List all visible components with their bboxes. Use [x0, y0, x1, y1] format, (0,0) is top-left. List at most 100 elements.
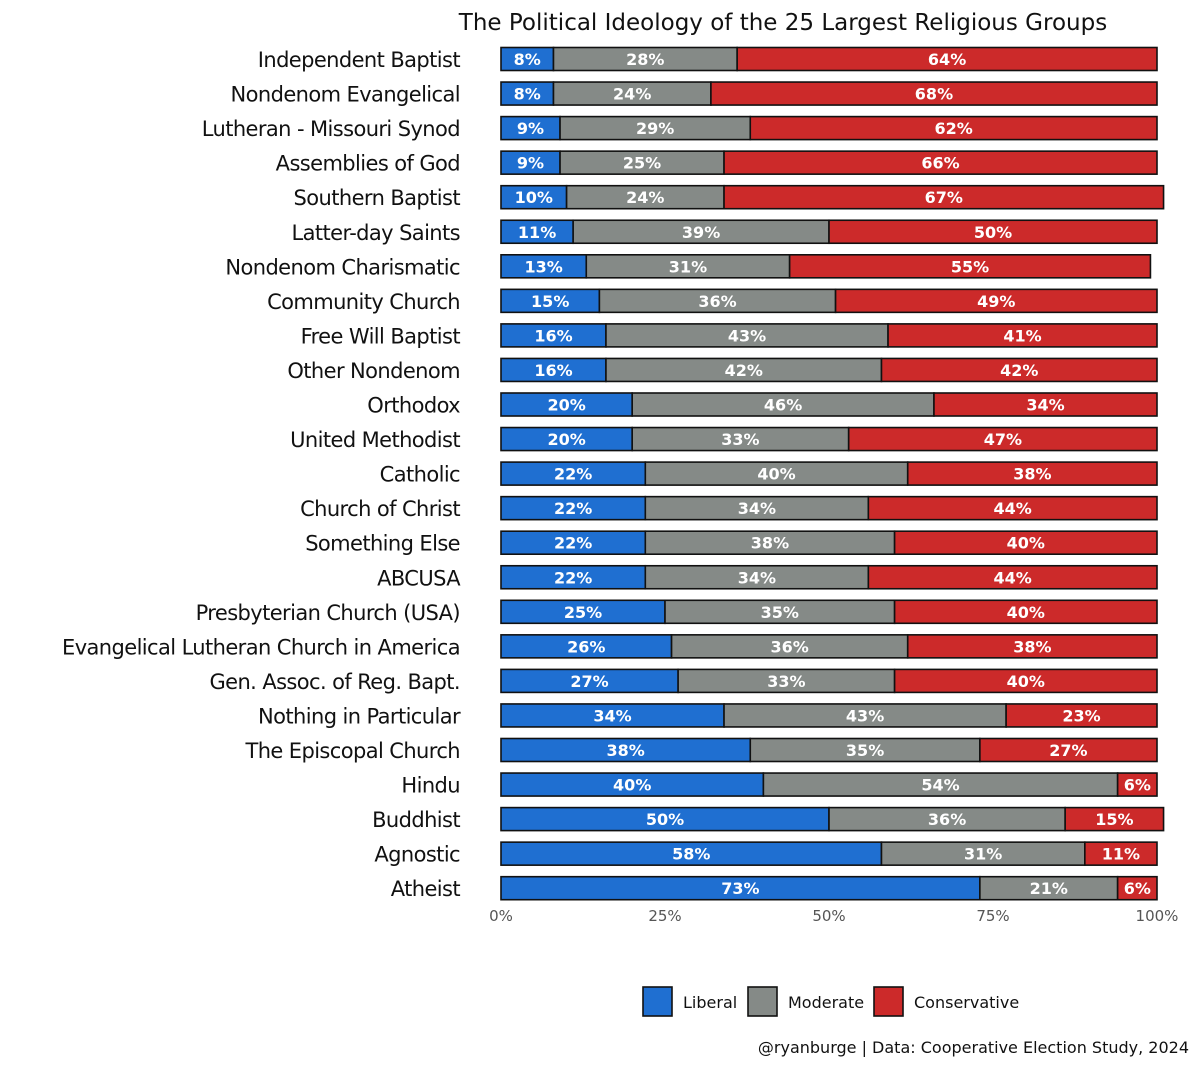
data-label-moderate: 34%: [738, 568, 776, 587]
data-label-conservative: 23%: [1062, 706, 1100, 725]
category-label: Orthodox: [367, 394, 460, 418]
source-caption: @ryanburge | Data: Cooperative Election …: [758, 1038, 1189, 1057]
data-label-conservative: 40%: [1007, 603, 1045, 622]
data-label-moderate: 25%: [623, 154, 661, 173]
bar-segment-conservative: [880, 357, 1158, 383]
data-label-moderate: 36%: [770, 637, 808, 656]
legend-swatch-moderate: [747, 986, 778, 1017]
data-label-liberal: 20%: [547, 396, 585, 415]
data-label-moderate: 40%: [757, 465, 795, 484]
data-label-moderate: 21%: [1030, 879, 1068, 898]
data-label-moderate: 43%: [846, 706, 884, 725]
bar-segment-conservative: [723, 184, 1165, 210]
data-label-conservative: 6%: [1124, 776, 1151, 795]
bar-segment-conservative: [723, 150, 1158, 175]
data-label-conservative: 34%: [1026, 396, 1064, 415]
data-label-conservative: 11%: [1102, 845, 1140, 864]
x-tick-label: 50%: [812, 907, 845, 925]
category-label: Nothing in Particular: [258, 704, 461, 728]
category-label: Southern Baptist: [294, 186, 461, 210]
data-label-liberal: 58%: [672, 845, 710, 864]
data-label-liberal: 9%: [517, 119, 544, 138]
data-label-liberal: 38%: [606, 741, 644, 760]
bar-segment-conservative: [867, 495, 1158, 521]
data-label-liberal: 27%: [570, 672, 608, 691]
bar-segment-conservative: [847, 426, 1158, 452]
data-label-conservative: 62%: [934, 119, 972, 138]
category-label: The Episcopal Church: [244, 739, 460, 763]
legend-label-liberal: Liberal: [683, 993, 737, 1012]
category-label: Agnostic: [374, 843, 460, 867]
category-label: ABCUSA: [377, 566, 461, 590]
bar-segment-conservative: [893, 530, 1158, 556]
x-tick-label: 25%: [648, 907, 681, 925]
data-label-moderate: 28%: [626, 50, 664, 69]
bar-segment-conservative: [710, 81, 1158, 106]
bar-segment-conservative: [893, 668, 1158, 694]
bar-segment-conservative: [736, 46, 1158, 72]
category-label: Hindu: [401, 774, 460, 798]
data-label-liberal: 22%: [554, 568, 592, 587]
bar-segment-conservative: [788, 254, 1152, 279]
category-label: Buddhist: [372, 808, 460, 832]
data-label-liberal: 73%: [721, 879, 759, 898]
bar-segment-conservative: [1064, 806, 1165, 832]
category-label: Presbyterian Church (USA): [196, 601, 460, 625]
x-axis: 0% 25% 50% 75% 100%: [489, 907, 1178, 925]
legend: Liberal Moderate Conservative: [642, 986, 1019, 1017]
data-label-moderate: 24%: [613, 85, 651, 104]
category-label: Other Nondenom: [287, 359, 460, 383]
data-label-liberal: 40%: [613, 776, 651, 795]
data-label-liberal: 22%: [554, 465, 592, 484]
data-label-moderate: 33%: [721, 430, 759, 449]
category-label: Independent Baptist: [258, 48, 461, 72]
data-label-liberal: 22%: [554, 499, 592, 518]
category-label: Assemblies of God: [276, 152, 460, 176]
data-label-liberal: 20%: [547, 430, 585, 449]
data-label-conservative: 47%: [984, 430, 1022, 449]
data-label-moderate: 34%: [738, 499, 776, 518]
category-label: Lutheran - Missouri Synod: [202, 117, 460, 141]
legend-swatch-conservative: [873, 986, 904, 1017]
legend-label-conservative: Conservative: [914, 993, 1019, 1012]
data-label-liberal: 15%: [531, 292, 569, 311]
data-label-moderate: 39%: [682, 223, 720, 242]
bar-segment-conservative: [906, 461, 1158, 486]
data-label-conservative: 42%: [1000, 361, 1038, 380]
data-label-liberal: 11%: [518, 223, 556, 242]
data-label-liberal: 16%: [534, 326, 572, 345]
data-label-moderate: 54%: [921, 776, 959, 795]
legend-label-moderate: Moderate: [788, 993, 864, 1012]
category-label: Latter-day Saints: [292, 221, 460, 245]
data-label-conservative: 67%: [925, 188, 963, 207]
bars-layer: Independent Baptist 8% 28% 64% Nondenom Evan…: [62, 46, 1165, 901]
data-label-conservative: 40%: [1007, 534, 1045, 553]
category-label: Community Church: [267, 290, 460, 314]
data-label-conservative: 66%: [921, 154, 959, 173]
data-label-conservative: 44%: [994, 568, 1032, 587]
data-label-moderate: 43%: [728, 326, 766, 345]
bar-segment-conservative: [887, 323, 1158, 348]
data-label-conservative: 49%: [977, 292, 1015, 311]
data-label-conservative: 6%: [1124, 879, 1151, 898]
data-label-moderate: 42%: [725, 361, 763, 380]
data-label-moderate: 35%: [846, 741, 884, 760]
data-label-liberal: 26%: [567, 637, 605, 656]
data-label-conservative: 38%: [1013, 465, 1051, 484]
data-label-moderate: 31%: [669, 257, 707, 276]
data-label-conservative: 55%: [951, 257, 989, 276]
category-label: Church of Christ: [300, 497, 460, 521]
bar-segment-conservative: [834, 288, 1158, 314]
data-label-conservative: 41%: [1003, 326, 1041, 345]
data-label-conservative: 27%: [1049, 741, 1087, 760]
category-label: Evangelical Lutheran Church in America: [62, 635, 460, 659]
bar-segment-conservative: [933, 392, 1158, 417]
data-label-liberal: 16%: [534, 361, 572, 380]
data-label-liberal: 34%: [593, 706, 631, 725]
data-label-moderate: 24%: [626, 188, 664, 207]
data-label-conservative: 40%: [1007, 672, 1045, 691]
data-label-conservative: 50%: [974, 223, 1012, 242]
data-label-conservative: 64%: [928, 50, 966, 69]
